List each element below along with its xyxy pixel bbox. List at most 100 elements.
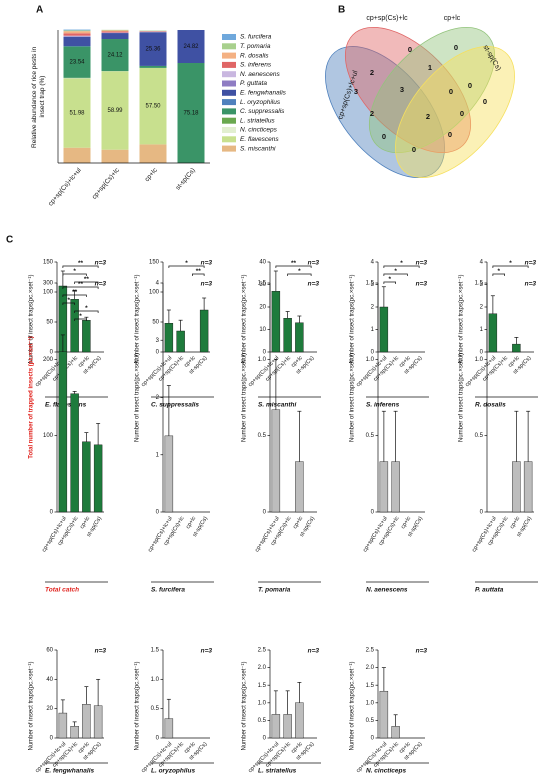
chart-title: Total catch [45,587,79,594]
bar [379,690,389,739]
y-tick-label: 40 [259,260,266,266]
legend-swatch [222,34,236,40]
bar [58,351,68,513]
significance-bracket [492,273,505,276]
bar-segment [63,35,91,37]
bar [488,313,498,353]
bar-segment [139,32,167,66]
bar-segment [63,30,91,32]
legend-label: L. oryzophilus [240,99,281,106]
venn-count: 1 [428,63,432,72]
y-tick-label: 0 [480,350,484,356]
y-tick-label: 1.5 [258,281,267,287]
y-tick-label: 20 [46,706,53,712]
bar [82,320,91,353]
x-tick-label: cp+sp(Cs)+lc+ul [47,166,83,207]
significance-label: ** [196,268,202,275]
y-tick-label: 1.0 [258,700,267,706]
n-label: n=3 [416,648,428,655]
legend-label: E. flavescens [240,136,279,143]
x-tick-label: cp+sp(Cs)+lc [91,166,121,200]
significance-label: * [73,268,76,275]
data-label: 75.18 [183,111,199,117]
chart-title: L. oryzophilus [151,768,195,775]
legend-swatch [222,52,236,59]
significance-bracket [275,265,312,268]
significance-bracket [62,273,87,276]
y-axis-label: Number of insect traps(pc.×set⁻¹) [242,274,248,363]
significance-label: * [185,260,188,267]
venn-count: 0 [408,45,412,54]
y-tick-label: 0 [263,510,267,516]
y-tick-label: 50 [152,320,159,326]
significance-bracket [492,265,529,268]
significance-bracket [287,273,312,276]
bar-segment [63,36,91,47]
bar-segment [63,29,91,31]
n-label: n=3 [308,648,320,655]
y-tick-label: 1.5 [366,281,375,287]
bar-segment [63,36,91,37]
bar [199,309,209,353]
bar-segment [63,78,91,148]
significance-label: * [509,260,512,267]
y-tick-label: 0 [371,350,375,356]
y-tick-label: 0 [50,350,54,356]
n-label: n=3 [308,281,320,288]
n-label: n=3 [416,260,428,267]
y-tick-label: 1.0 [366,700,375,706]
y-tick-label: 40 [46,677,53,683]
significance-label: * [67,297,70,304]
significance-label: * [497,268,500,275]
n-label: n=3 [201,260,213,267]
legend-swatch [222,43,236,50]
legend-swatch [222,108,236,115]
significance-label: ** [78,281,84,288]
y-tick-label: 4 [480,260,484,266]
significance-bracket [62,302,75,305]
data-label: 23.54 [69,60,85,66]
significance-bracket [62,265,99,268]
significance-bracket [62,286,99,289]
y-tick-label: 0.5 [366,718,375,724]
significance-bracket [383,265,420,268]
legend-label: P. guttata [240,80,267,87]
y-axis-label: Number of insect traps(pc.×set⁻¹) [242,661,248,750]
n-label: n=3 [525,281,537,288]
venn-set [325,46,445,178]
bar-segment [139,65,167,68]
x-tick-label: st-sp(Cs) [175,167,197,192]
legend-swatch [222,99,236,106]
significance-bracket [74,281,99,284]
bar [523,461,533,513]
n-label: n=3 [416,281,428,288]
bar-segment [177,30,205,64]
significance-bracket [383,281,396,284]
legend-label: T. pomaria [240,43,271,50]
y-tick-label: 100 [43,433,54,439]
legend-label: C. suppressalis [240,108,285,115]
significance-bracket [168,265,205,268]
bar [271,291,281,353]
y-tick-label: 2.0 [366,665,375,671]
significance-label: * [394,268,397,275]
significance-label: * [388,276,391,283]
bar [70,393,79,513]
y-axis-label: Number of insect traps(pc.×set⁻¹) [350,274,356,363]
significance-bracket [383,273,408,276]
significance-label: * [85,305,88,312]
y-axis-label: Number of insect traps(pc.×set⁻¹) [135,661,141,750]
y-tick-label: 0 [371,510,375,516]
venn-count: 0 [454,43,458,52]
bar-segment [139,144,167,163]
y-tick-label: 150 [149,260,160,266]
bar-segment [63,147,91,163]
chart-title: E. fengwhanalis [45,768,95,775]
bar [295,322,304,353]
bar [391,726,400,739]
venn-set-label: cp+sp(Cs)+lc [366,15,408,22]
y-tick-label: 4 [156,281,160,287]
y-tick-label: 0.5 [151,706,160,712]
bar-segment [101,71,129,150]
panel-label: B [338,5,345,16]
